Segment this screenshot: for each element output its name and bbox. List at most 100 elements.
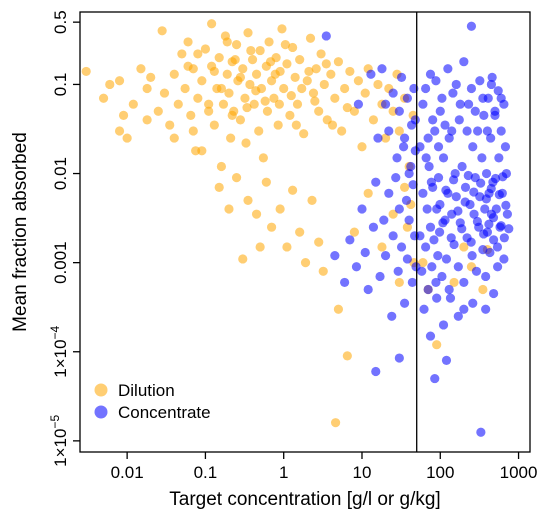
concentrate-point <box>481 304 491 314</box>
dilution-point <box>218 99 229 109</box>
dilution-point <box>275 204 285 214</box>
dilution-point <box>340 83 350 94</box>
dilution-point <box>183 37 193 47</box>
dilution-point <box>200 44 211 54</box>
concentrate-point <box>484 219 494 229</box>
dilution-point <box>297 83 307 94</box>
concentrate-point <box>438 153 449 163</box>
concentrate-point <box>387 311 397 321</box>
concentrate-point <box>476 178 486 188</box>
dilution-point <box>368 115 379 125</box>
concentrate-point <box>441 185 451 195</box>
dilution-point <box>214 53 224 63</box>
concentrate-point <box>444 284 454 295</box>
dilution-point <box>449 277 459 288</box>
dilution-point <box>159 88 170 98</box>
dilution-point <box>299 129 309 139</box>
concentrate-point <box>478 245 488 255</box>
concentrate-point <box>449 175 459 185</box>
dilution-point <box>238 64 248 74</box>
dilution-point <box>342 102 352 113</box>
x-tick-label: 100 <box>426 463 454 482</box>
concentrate-point <box>476 427 486 437</box>
dilution-point <box>81 66 91 77</box>
y-tick-label: 1×10−5 <box>48 415 70 467</box>
dilution-point <box>204 99 214 109</box>
dilution-point <box>353 76 364 86</box>
concentrate-point <box>377 64 387 74</box>
concentrate-point <box>499 254 509 264</box>
dilution-point <box>286 90 296 101</box>
concentrate-point <box>471 266 482 276</box>
dilution-point <box>193 93 203 103</box>
dilution-point <box>305 33 316 43</box>
dilution-point <box>249 99 259 109</box>
dilution-point <box>345 66 355 77</box>
plot-area-frame <box>79 11 531 453</box>
dilution-point <box>327 120 338 130</box>
dilution-point <box>222 37 232 47</box>
dilution-point <box>342 351 352 361</box>
dilution-point <box>270 69 280 79</box>
concentrate-point <box>396 242 407 252</box>
y-tick-label: 0.001 <box>51 241 70 284</box>
dilution-point <box>243 28 253 38</box>
concentrate-point <box>466 237 476 247</box>
concentrate-point <box>478 93 488 103</box>
concentrate-point <box>431 76 441 86</box>
dilution-point <box>180 83 190 94</box>
concentrate-point <box>406 120 417 130</box>
y-tick-label: 0.01 <box>51 157 70 190</box>
dilution-point <box>279 83 289 94</box>
dilution-point <box>114 76 125 86</box>
concentrate-point <box>457 224 467 234</box>
dilution-point <box>377 242 387 252</box>
concentrate-point <box>433 251 443 261</box>
concentrate-point <box>499 233 509 243</box>
dilution-point <box>114 126 125 136</box>
dilution-point <box>264 37 274 47</box>
concentrate-point <box>375 271 385 282</box>
concentrate-point <box>446 233 456 243</box>
dilution-point <box>254 126 264 136</box>
concentrate-point <box>396 72 407 82</box>
dilution-point <box>319 79 329 90</box>
dilution-point <box>330 418 341 428</box>
concentrate-point <box>430 373 440 384</box>
concentrate-point <box>453 262 463 272</box>
dilution-point <box>146 72 156 82</box>
dilution-point <box>188 126 198 136</box>
concentrate-point <box>371 177 381 187</box>
dilution-point <box>230 55 240 65</box>
concentrate-point <box>487 72 497 82</box>
concentrate-point <box>441 355 452 365</box>
dilution-point <box>255 45 265 56</box>
concentrate-point <box>330 251 340 261</box>
legend-swatch-dilution <box>94 383 108 397</box>
legend-label-concentrate: Concentrate <box>118 403 211 422</box>
dilution-point <box>282 242 292 252</box>
x-axis-title: Target concentration [g/l or g/kg] <box>169 489 440 510</box>
concentrate-point <box>388 231 398 241</box>
concentrate-point <box>430 126 440 136</box>
concentrate-point <box>470 106 480 116</box>
concentrate-point <box>418 188 428 198</box>
points-layer <box>81 19 514 437</box>
concentrate-point <box>468 298 478 308</box>
dilution-point <box>157 26 167 36</box>
concentrate-point <box>459 57 469 67</box>
concentrate-point <box>491 204 501 214</box>
concentrate-point <box>425 69 436 79</box>
concentrate-point <box>415 142 425 152</box>
dilution-point <box>302 76 312 86</box>
concentrate-point <box>434 227 445 237</box>
concentrate-point <box>488 213 499 223</box>
dilution-point <box>300 258 311 268</box>
dilution-point <box>304 66 314 77</box>
concentrate-point <box>394 353 404 363</box>
concentrate-point <box>500 142 511 152</box>
concentrate-point <box>392 153 402 163</box>
concentrate-point <box>418 99 428 109</box>
dilution-point <box>394 126 404 136</box>
dilution-point <box>251 209 262 219</box>
